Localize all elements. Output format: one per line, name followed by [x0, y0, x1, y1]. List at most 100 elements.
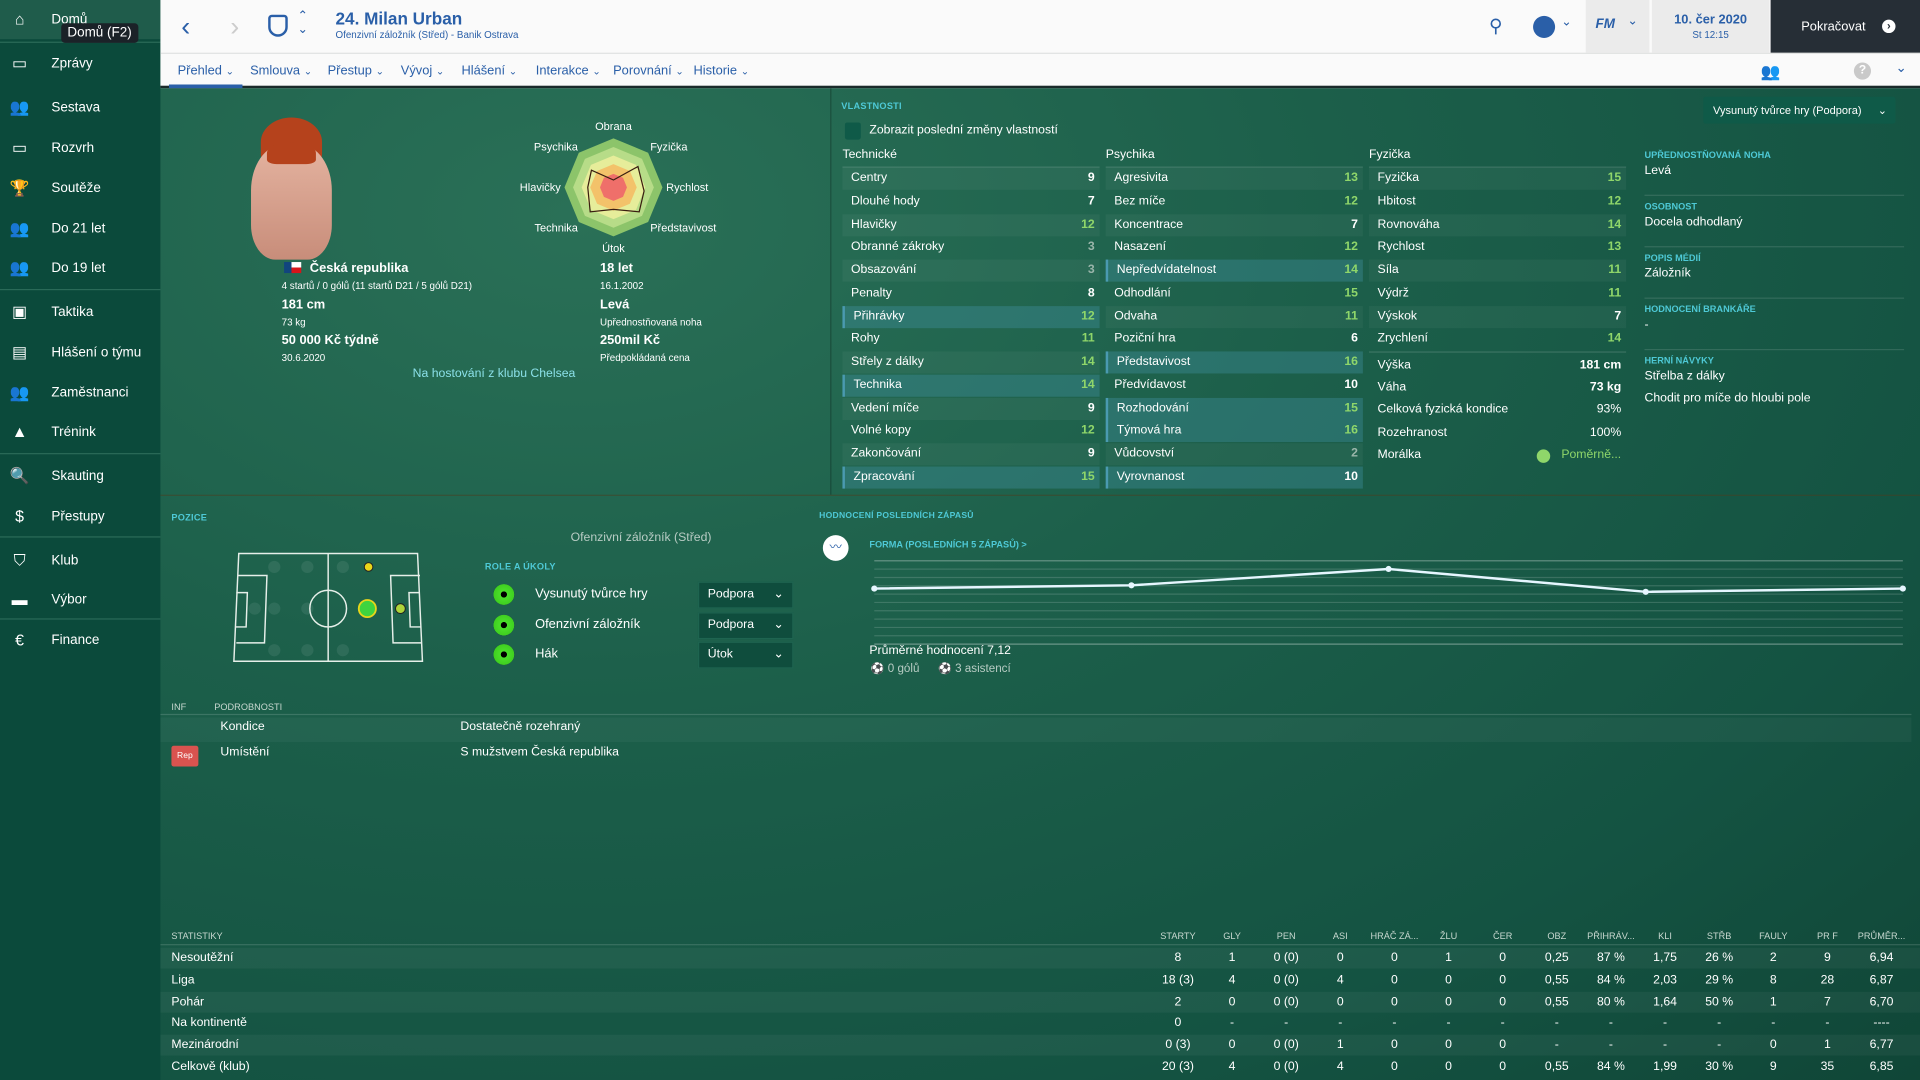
attribute-row[interactable]: Hlavičky 12	[842, 213, 1100, 236]
sidebar-item-9[interactable]: 👥 Zaměstnanci	[0, 372, 160, 412]
role-duty-dropdown[interactable]: Podpora ⌄	[697, 611, 794, 639]
attribute-row[interactable]: Týmová hra 16	[1105, 420, 1363, 443]
attribute-row[interactable]: Síla 11	[1368, 259, 1627, 282]
player-switch-arrows[interactable]: ⌃ ⌄	[297, 9, 308, 37]
date-display[interactable]: 10. čer 2020 St 12:15	[1651, 0, 1770, 53]
form-point[interactable]	[871, 585, 878, 592]
attribute-row[interactable]: Zakončování 9	[842, 443, 1100, 466]
show-changes-checkbox[interactable]	[844, 122, 861, 140]
sidebar-item-12[interactable]: $ Přestupy	[0, 496, 160, 536]
attribute-row[interactable]: Výdrž 11	[1369, 283, 1626, 305]
attribute-row[interactable]: Dlouhé hody 7	[842, 191, 1099, 213]
attribute-row[interactable]: Rohy 11	[842, 328, 1099, 350]
stats-column-header[interactable]: PR F	[1816, 930, 1838, 942]
tab-1[interactable]: Smlouva ⌄	[242, 54, 319, 88]
continue-button[interactable]: Pokračovat ›	[1770, 0, 1920, 53]
stats-column-header[interactable]: STARTY	[1160, 930, 1196, 942]
attribute-row[interactable]: Odhodlání 15	[1106, 283, 1363, 305]
stats-column-header[interactable]: OBZ	[1547, 930, 1567, 942]
attribute-row[interactable]: Poziční hra 6	[1106, 328, 1363, 350]
attribute-row[interactable]: Agresivita 13	[1105, 167, 1363, 190]
tab-5[interactable]: Interakce ⌄	[525, 54, 611, 88]
attribute-row[interactable]: Rychlost 13	[1369, 237, 1626, 259]
attribute-row[interactable]: Výskok 7	[1368, 305, 1627, 328]
stats-column-header[interactable]: GLY	[1223, 930, 1241, 942]
attribute-row[interactable]: Rozhodování 15	[1105, 397, 1363, 420]
attribute-row[interactable]: Bez míče 12	[1106, 191, 1363, 213]
form-point[interactable]	[1385, 565, 1392, 573]
sidebar-item-14[interactable]: ▬ Výbor	[0, 579, 160, 619]
attribute-row[interactable]: Přihrávky 12	[842, 305, 1100, 328]
stats-column-header[interactable]: ČER	[1492, 930, 1513, 942]
role-duty-dropdown[interactable]: Útok ⌄	[697, 641, 794, 669]
attribute-row[interactable]: Hbitost 12	[1369, 191, 1626, 213]
stats-column-header[interactable]: PEN	[1276, 930, 1296, 942]
sidebar-item-10[interactable]: ▲ Trénink	[0, 411, 160, 451]
role-duty-dropdown[interactable]: Podpora ⌄	[697, 581, 794, 609]
globe-icon[interactable]	[1533, 15, 1556, 38]
attribute-row[interactable]: Zrychlení 14	[1369, 328, 1626, 350]
forward-button[interactable]: ›	[230, 11, 240, 42]
attribute-row[interactable]: Rovnováha 14	[1368, 213, 1627, 236]
stats-column-header[interactable]: ŽLU	[1439, 930, 1458, 942]
attribute-row[interactable]: Odvaha 11	[1105, 305, 1363, 328]
stats-column-header[interactable]: PŘIHRÁV...	[1587, 930, 1635, 942]
info-value[interactable]: Poměrně...	[1561, 447, 1622, 462]
loan-link[interactable]: Na hostování z klubu Chelsea	[412, 367, 576, 381]
tab-4[interactable]: Hlášení ⌄	[453, 54, 525, 88]
staff-icon[interactable]: 👥	[1760, 62, 1781, 81]
attribute-row[interactable]: Nasazení 12	[1106, 237, 1363, 259]
sidebar-item-11[interactable]: 🔍 Skauting	[0, 456, 160, 496]
sidebar-item-8[interactable]: ▤ Hlášení o týmu	[0, 332, 160, 372]
stats-column-header[interactable]: KLI	[1658, 930, 1672, 942]
attribute-row[interactable]: Koncentrace 7	[1105, 213, 1363, 236]
tab-2[interactable]: Přestup ⌄	[320, 54, 392, 88]
attribute-row[interactable]: Obranné zákroky 3	[842, 237, 1099, 259]
stats-column-header[interactable]: HRÁČ ZÁ...	[1370, 930, 1419, 942]
chevron-down-icon[interactable]: ⌄	[1895, 61, 1907, 76]
form-point[interactable]	[1642, 588, 1649, 595]
attribute-row[interactable]: Vedení míče 9	[842, 397, 1100, 420]
attribute-row[interactable]: Centry 9	[842, 167, 1100, 190]
attribute-row[interactable]: Předvídavost 10	[1106, 374, 1363, 396]
club-crest-icon[interactable]	[268, 14, 288, 37]
fm-menu-button[interactable]: FM ⌄	[1585, 0, 1650, 53]
tab-3[interactable]: Vývoj ⌄	[392, 54, 453, 88]
attribute-row[interactable]: Nepředvídatelnost 14	[1105, 259, 1363, 282]
attribute-row[interactable]: Technika 14	[842, 374, 1100, 397]
form-point[interactable]	[1128, 582, 1135, 589]
attribute-row[interactable]: Vůdcovství 2	[1105, 443, 1363, 466]
tab-6[interactable]: Porovnání ⌄	[611, 54, 686, 88]
help-icon[interactable]: ?	[1853, 62, 1872, 80]
stats-column-header[interactable]: STŘB	[1706, 930, 1732, 942]
back-button[interactable]: ‹	[181, 11, 191, 42]
tab-0[interactable]: Přehled ⌄	[168, 54, 243, 89]
sidebar-item-13[interactable]: ⛉ Klub	[0, 540, 160, 580]
sidebar-item-15[interactable]: € Finance	[0, 620, 160, 660]
sidebar-item-7[interactable]: ▣ Taktika	[0, 291, 160, 331]
attribute-row[interactable]: Obsazování 3	[842, 259, 1100, 282]
sidebar-item-3[interactable]: ▭ Rozvrh	[0, 127, 160, 167]
stats-column-header[interactable]: FAULY	[1759, 930, 1788, 942]
attribute-row[interactable]: Fyzička 15	[1368, 167, 1627, 190]
sidebar-item-4[interactable]: 🏆 Soutěže	[0, 168, 160, 208]
attribute-row[interactable]: Penalty 8	[842, 283, 1099, 305]
role-select-dropdown[interactable]: Vysunutý tvůrce hry (Podpora) ⌄	[1703, 96, 1896, 124]
nationality[interactable]: Česká republika	[309, 260, 409, 276]
attribute-row[interactable]: Zpracování 15	[842, 466, 1100, 489]
stats-column-header[interactable]: ASI	[1332, 930, 1348, 942]
sidebar-item-6[interactable]: 👥 Do 19 let	[0, 247, 160, 287]
attribute-row[interactable]: Vyrovnanost 10	[1105, 466, 1363, 489]
sidebar-item-2[interactable]: 👥 Sestava	[0, 87, 160, 127]
tab-7[interactable]: Historie ⌄	[686, 54, 757, 88]
sidebar-item-1[interactable]: ▭ Zprávy	[0, 43, 160, 83]
attribute-row[interactable]: Představivost 16	[1105, 351, 1363, 374]
attribute-row[interactable]: Střely z dálky 14	[842, 351, 1100, 374]
chevron-down-icon[interactable]: ⌄	[1561, 15, 1572, 30]
stats-column-header[interactable]: PRŮMĚR...	[1857, 930, 1906, 942]
attribute-row[interactable]: Volné kopy 12	[842, 420, 1099, 442]
search-icon[interactable]: ⚲	[1488, 15, 1503, 37]
sidebar-item-5[interactable]: 👥 Do 21 let	[0, 208, 160, 248]
form-point[interactable]	[1899, 585, 1906, 592]
form-link[interactable]: FORMA (POSLEDNÍCH 5 ZÁPASŮ) >	[869, 538, 1027, 550]
